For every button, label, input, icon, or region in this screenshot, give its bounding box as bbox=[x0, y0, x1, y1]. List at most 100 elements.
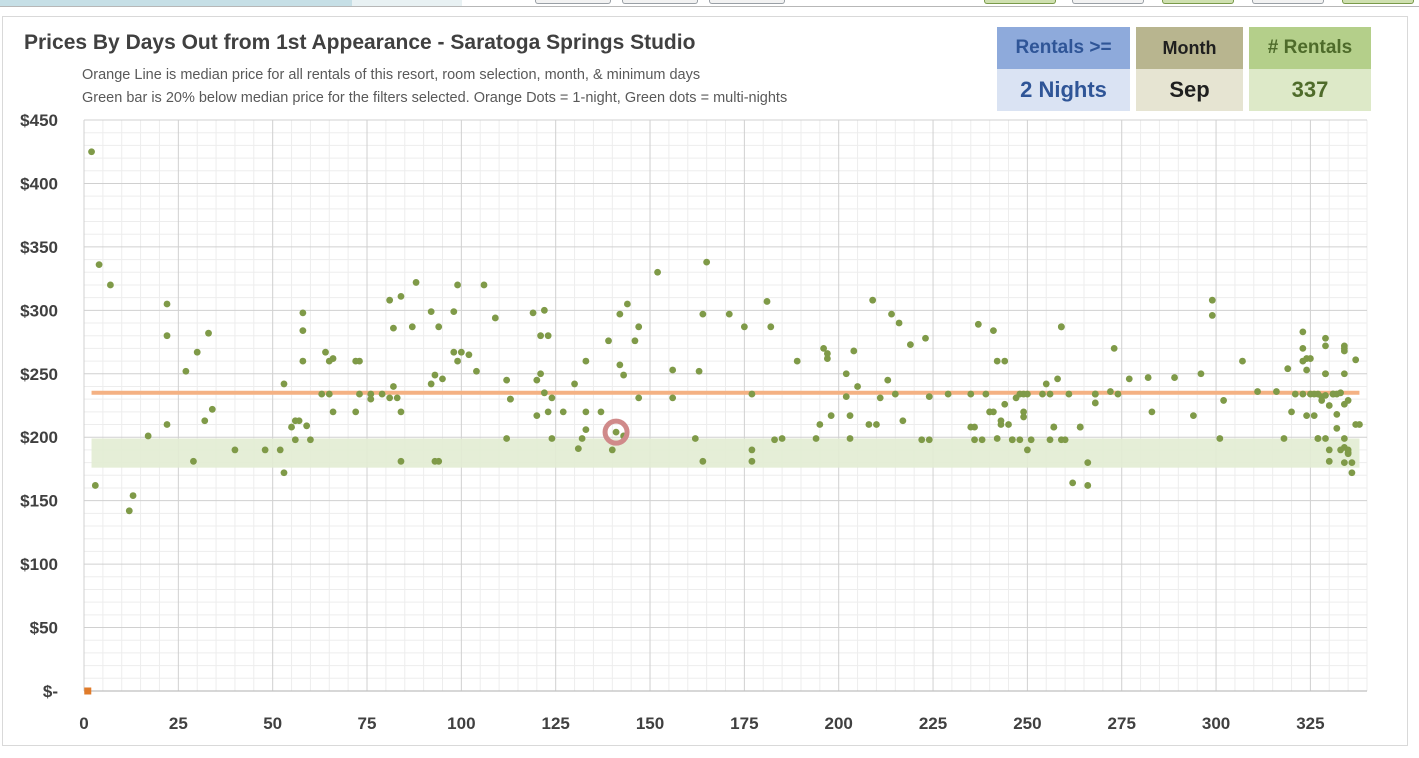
multi-night-point bbox=[740, 323, 748, 331]
top-strip bbox=[0, 0, 1419, 8]
multi-night-point bbox=[1046, 390, 1054, 398]
multi-night-point bbox=[201, 417, 209, 425]
multi-night-point bbox=[1340, 459, 1348, 466]
toolbar-button[interactable] bbox=[622, 0, 698, 4]
multi-night-point bbox=[1110, 345, 1118, 352]
multi-night-point bbox=[891, 390, 899, 398]
sheet-tab[interactable] bbox=[352, 0, 462, 6]
sheet-tab-active[interactable] bbox=[0, 0, 352, 6]
multi-night-point bbox=[318, 390, 326, 398]
multi-night-point bbox=[299, 357, 307, 365]
multi-night-point bbox=[876, 394, 884, 402]
multi-night-point bbox=[435, 457, 443, 465]
multi-night-point bbox=[993, 435, 1001, 442]
multi-night-point bbox=[544, 408, 552, 416]
multi-night-point bbox=[620, 371, 628, 379]
multi-night-point bbox=[771, 436, 778, 444]
multi-night-point bbox=[748, 390, 756, 398]
kpi-rental-count: # Rentals 337 bbox=[1249, 27, 1371, 111]
one-night-point bbox=[84, 687, 92, 695]
multi-night-point bbox=[307, 436, 314, 444]
multi-night-point bbox=[699, 310, 707, 318]
kpi-rentals: Rentals >= 2 Nights bbox=[997, 27, 1130, 111]
multi-night-point bbox=[669, 394, 677, 402]
kpi-month: Month Sep bbox=[1136, 27, 1243, 111]
multi-night-point bbox=[450, 308, 458, 316]
multi-night-point bbox=[1322, 435, 1329, 442]
multi-night-point bbox=[884, 376, 892, 384]
multi-night-point bbox=[1322, 342, 1329, 350]
multi-night-point bbox=[1091, 390, 1099, 398]
below-median-band bbox=[91, 438, 1360, 468]
multi-night-point bbox=[895, 319, 903, 327]
chart-subtitle-line-1: Orange Line is median price for all rent… bbox=[82, 67, 701, 83]
top-divider bbox=[0, 6, 1419, 7]
multi-night-point bbox=[571, 380, 578, 388]
chart-frame bbox=[2, 16, 1408, 746]
multi-night-point bbox=[548, 435, 556, 442]
kpi-rentals-value: 2 Nights bbox=[997, 69, 1130, 111]
multi-night-point bbox=[473, 367, 480, 375]
multi-night-point bbox=[386, 394, 394, 402]
multi-night-point bbox=[1310, 412, 1318, 420]
y-tick-label: $200 bbox=[20, 428, 58, 447]
filter-button[interactable] bbox=[1252, 0, 1324, 4]
multi-night-point bbox=[393, 394, 401, 402]
multi-night-point bbox=[1322, 391, 1329, 399]
y-tick-label: $150 bbox=[20, 492, 58, 511]
filter-button[interactable] bbox=[1162, 0, 1234, 4]
multi-night-point bbox=[1005, 421, 1012, 428]
x-tick-label: 325 bbox=[1296, 714, 1324, 733]
multi-night-point bbox=[1299, 345, 1307, 352]
x-tick-label: 75 bbox=[358, 714, 377, 733]
multi-night-point bbox=[654, 268, 661, 276]
filter-button[interactable] bbox=[1342, 0, 1414, 4]
multi-night-point bbox=[1001, 400, 1009, 408]
multi-night-point bbox=[1325, 402, 1333, 409]
multi-night-point bbox=[352, 408, 360, 416]
multi-night-point bbox=[669, 366, 677, 374]
multi-night-point bbox=[480, 281, 488, 289]
multi-night-point bbox=[1208, 296, 1216, 304]
multi-night-point bbox=[125, 507, 133, 515]
multi-night-point bbox=[397, 292, 405, 300]
toolbar-button[interactable] bbox=[709, 0, 785, 4]
multi-night-point bbox=[261, 446, 269, 454]
multi-night-point bbox=[540, 389, 548, 397]
kpi-rental-count-header: # Rentals bbox=[1249, 27, 1371, 69]
y-tick-label: $100 bbox=[20, 555, 58, 574]
multi-night-point bbox=[1039, 390, 1046, 398]
multi-night-point bbox=[854, 383, 861, 390]
multi-night-point bbox=[1288, 408, 1295, 416]
multi-night-point bbox=[276, 446, 284, 454]
multi-night-point bbox=[503, 435, 511, 442]
multi-night-point bbox=[288, 423, 295, 431]
multi-night-point bbox=[329, 408, 337, 416]
filter-button[interactable] bbox=[1072, 0, 1144, 4]
multi-night-point bbox=[967, 390, 975, 398]
x-tick-label: 125 bbox=[542, 714, 570, 733]
multi-night-point bbox=[635, 323, 643, 331]
multi-night-point bbox=[971, 423, 978, 431]
multi-night-point bbox=[582, 408, 590, 416]
multi-night-point bbox=[163, 421, 171, 428]
multi-night-point bbox=[507, 395, 514, 403]
multi-night-point bbox=[725, 310, 733, 318]
multi-night-point bbox=[1348, 459, 1356, 466]
multi-night-point bbox=[1280, 435, 1288, 442]
multi-night-point bbox=[1054, 375, 1061, 383]
multi-night-point bbox=[699, 457, 707, 465]
multi-night-point bbox=[431, 371, 439, 379]
multi-night-point bbox=[465, 351, 473, 359]
y-tick-label: $400 bbox=[20, 174, 58, 193]
multi-night-point bbox=[397, 408, 405, 416]
multi-night-point bbox=[1333, 424, 1341, 432]
multi-night-point bbox=[703, 258, 711, 266]
multi-night-point bbox=[303, 422, 311, 430]
multi-night-point bbox=[378, 390, 386, 398]
filter-button[interactable] bbox=[984, 0, 1056, 4]
multi-night-point bbox=[163, 332, 171, 340]
multi-night-point bbox=[974, 320, 982, 328]
multi-night-point bbox=[529, 309, 537, 317]
toolbar-button[interactable] bbox=[535, 0, 611, 4]
